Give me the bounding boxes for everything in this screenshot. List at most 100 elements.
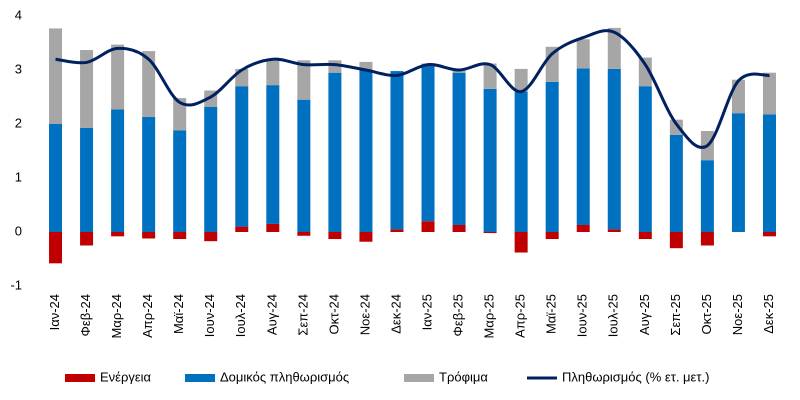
bar-segment <box>390 229 404 232</box>
x-tick-label: Απρ-24 <box>140 294 155 338</box>
x-tick-label: Φεβ-25 <box>451 294 466 336</box>
bar-segment <box>638 232 652 240</box>
bar-segment <box>669 134 683 232</box>
x-tick-label: Οκτ-24 <box>326 294 341 335</box>
x-tick-label: Ιουλ-24 <box>233 294 248 337</box>
bar-segment <box>204 106 218 232</box>
bar-segment <box>545 232 559 240</box>
bar-segment <box>700 232 714 246</box>
bar-segment <box>762 232 776 237</box>
bar-segment <box>669 232 683 249</box>
bar-segment <box>514 68 528 92</box>
bar-segment <box>80 50 94 128</box>
x-tick-label: Φεβ-24 <box>78 294 93 336</box>
bar-segment <box>266 60 280 86</box>
legend-swatch <box>65 374 95 382</box>
bar-segment <box>173 98 187 131</box>
bar-segment <box>452 224 466 232</box>
x-tick-label: Αυγ-24 <box>264 294 279 335</box>
x-tick-label: Ιαν-25 <box>419 294 434 330</box>
bar-segment <box>638 86 652 232</box>
bar-segment <box>359 61 373 70</box>
bar-segment <box>142 232 156 239</box>
legend-label: Τρόφιμα <box>439 369 488 384</box>
x-tick-label: Μαϊ-24 <box>171 294 186 334</box>
bar-segment <box>359 70 373 232</box>
bar-segment <box>235 86 249 227</box>
bar-segment <box>514 91 528 232</box>
bar-segment <box>576 39 590 69</box>
y-tick-label: 1 <box>15 169 22 184</box>
bar-segment <box>49 28 63 125</box>
x-tick-label: Σεπ-24 <box>295 294 310 336</box>
bar-segment <box>514 232 528 253</box>
bar-segment <box>328 232 342 240</box>
x-tick-label: Μαρ-24 <box>109 294 124 339</box>
bar-segment <box>762 114 776 232</box>
bar-segment <box>142 51 156 117</box>
y-tick-label: 4 <box>15 7 22 22</box>
x-tick-label: Δεκ-25 <box>761 294 776 334</box>
x-tick-label: Οκτ-25 <box>699 294 714 335</box>
y-tick-label: 2 <box>15 115 22 130</box>
legend-label: Δομικός πληθωρισμός <box>220 369 349 384</box>
x-tick-label: Απρ-25 <box>513 294 528 338</box>
legend-label: Ενέργεια <box>100 369 152 384</box>
x-tick-label: Αυγ-25 <box>637 294 652 335</box>
bar-segment <box>80 232 94 246</box>
bar-segment <box>266 223 280 232</box>
bar-segment <box>483 232 497 234</box>
bar-segment <box>607 68 621 230</box>
legend-swatch <box>404 374 434 382</box>
bar-segment <box>731 79 745 114</box>
line-series <box>55 29 770 149</box>
y-tick-label: 0 <box>15 223 22 238</box>
bar-segment <box>173 232 187 240</box>
x-tick-label: Νοε-25 <box>730 294 745 335</box>
y-tick-label: 3 <box>15 61 22 76</box>
x-tick-label: Ιουλ-25 <box>606 294 621 337</box>
bar-segment <box>483 88 497 233</box>
bar-segment <box>576 68 590 225</box>
bar-segment <box>483 63 497 89</box>
bar-segment <box>80 127 94 232</box>
bar-segment <box>452 72 466 225</box>
bar-segment <box>607 229 621 232</box>
bar-segment <box>235 226 249 232</box>
bar-segment <box>421 221 435 232</box>
bar-segment <box>359 232 373 242</box>
bar-segment <box>576 224 590 232</box>
x-tick-label: Δεκ-24 <box>388 294 403 334</box>
bar-segment <box>204 232 218 242</box>
x-tick-label: Μαρ-25 <box>482 294 497 339</box>
x-tick-label: Σεπ-25 <box>668 294 683 336</box>
x-tick-label: Ιουν-25 <box>575 294 590 337</box>
bar-segment <box>328 72 342 232</box>
x-tick-label: Ιαν-24 <box>47 294 62 330</box>
bar-segment <box>173 130 187 232</box>
x-tick-label: Ιουν-24 <box>202 294 217 337</box>
bar-segment <box>49 232 63 264</box>
bar-segment <box>700 160 714 232</box>
bar-segment <box>545 81 559 232</box>
bar-segment <box>638 57 652 87</box>
bar-segment <box>111 109 125 232</box>
bar-segment <box>421 64 435 222</box>
x-tick-label: Νοε-24 <box>357 294 372 335</box>
bar-segment <box>49 124 63 232</box>
x-tick-label: Μαϊ-25 <box>544 294 559 334</box>
bar-segment <box>297 99 311 232</box>
y-tick-label: -1 <box>10 277 22 292</box>
bar-segment <box>607 27 621 69</box>
legend-label: Πληθωρισμός (% ετ. μετ.) <box>562 369 709 384</box>
legend-swatch <box>185 374 215 382</box>
bar-segment <box>297 60 311 100</box>
bar-segment <box>390 71 404 230</box>
bar-segment <box>762 72 776 115</box>
bar-segment <box>297 232 311 236</box>
bar-segment <box>142 116 156 232</box>
bar-segment <box>111 232 125 237</box>
bar-segment <box>266 85 280 224</box>
bar-segment <box>111 44 125 110</box>
